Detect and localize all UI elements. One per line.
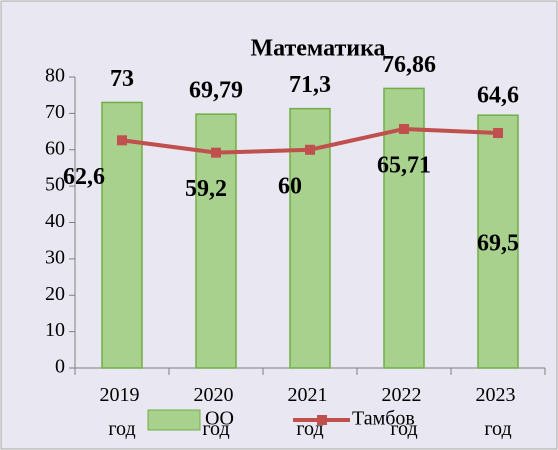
- data-label: 65,71: [377, 152, 431, 178]
- legend-swatch: [147, 409, 201, 431]
- data-label: 60: [278, 173, 302, 199]
- y-tick-label: 50: [45, 174, 65, 196]
- chart-title: Математика: [250, 36, 385, 62]
- marker: [399, 123, 409, 134]
- y-tick-label: 60: [45, 137, 65, 159]
- data-label: 62,6: [63, 164, 105, 190]
- y-tick-label: 20: [45, 283, 65, 305]
- bar: [101, 101, 143, 369]
- data-label: 69,5: [477, 231, 519, 257]
- marker: [117, 135, 127, 146]
- legend-label: ОО: [205, 408, 234, 430]
- data-label: 64,6: [477, 83, 519, 109]
- x-tick-label: 2023 год: [476, 384, 521, 440]
- marker: [305, 144, 315, 155]
- data-label: 73: [110, 66, 134, 92]
- y-tick-label: 40: [45, 210, 65, 232]
- legend-label: Тамбов: [352, 408, 415, 430]
- bar: [383, 87, 425, 369]
- x-tick-label: 2020 год: [194, 384, 239, 440]
- marker: [211, 147, 221, 158]
- data-label: 69,79: [189, 78, 243, 104]
- data-label: 76,86: [382, 52, 436, 78]
- x-tick-label: 2021 год: [288, 384, 333, 440]
- y-tick-label: 10: [45, 319, 65, 341]
- y-tick-label: 80: [45, 65, 65, 87]
- y-tick-label: 70: [45, 101, 65, 123]
- y-tick-label: 30: [45, 246, 65, 268]
- y-tick-label: 0: [55, 356, 65, 378]
- x-tick-label: 2022 год: [382, 384, 427, 440]
- bar: [477, 114, 519, 369]
- data-label: 71,3: [289, 72, 331, 98]
- marker: [493, 128, 503, 139]
- x-tick-label: 2019 год: [100, 384, 145, 440]
- legend-swatch: [317, 415, 327, 425]
- data-label: 59,2: [185, 176, 227, 202]
